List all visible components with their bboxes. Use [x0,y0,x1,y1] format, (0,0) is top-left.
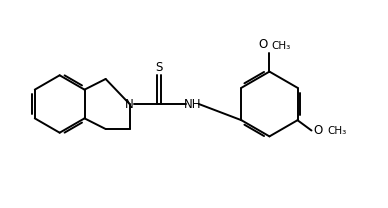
Text: CH₃: CH₃ [271,41,291,51]
Text: NH: NH [184,98,201,110]
Text: O: O [314,124,322,137]
Text: O: O [258,38,268,51]
Text: N: N [125,98,134,110]
Text: CH₃: CH₃ [327,125,346,135]
Text: S: S [155,61,163,74]
